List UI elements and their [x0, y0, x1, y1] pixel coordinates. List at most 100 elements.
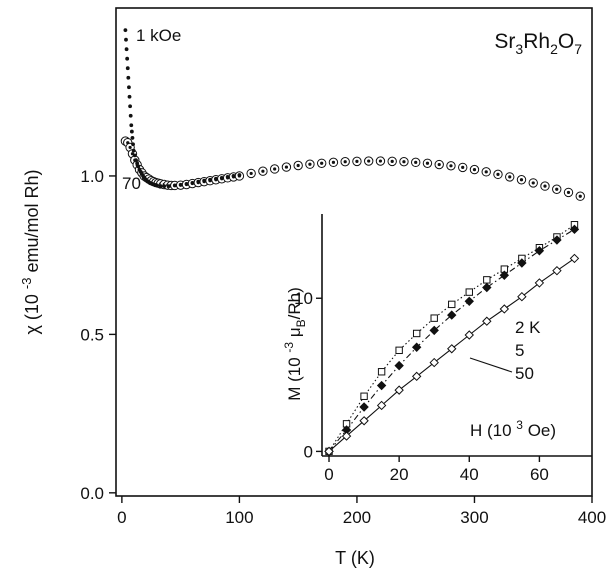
data-point-70-center [284, 165, 289, 169]
inset-x-tick-label: 60 [530, 465, 549, 484]
main-y-tick-label: 1.0 [80, 167, 104, 186]
data-point-1kOe [237, 173, 242, 177]
data-point-70-center [367, 159, 371, 163]
data-point-1kOe [225, 174, 230, 179]
data-point-1kOe [134, 158, 138, 163]
main-plot-frame [115, 7, 593, 497]
data-point-70-center [566, 190, 571, 195]
data-point-70-center [343, 160, 347, 164]
inset-point-2K [377, 368, 386, 376]
inset-legend-pointer [469, 357, 513, 373]
data-point-1kOe [208, 177, 212, 182]
data-point-70-center [249, 171, 253, 176]
data-point-70-center [555, 187, 559, 191]
data-point-1kOe [128, 113, 133, 118]
inset-x-axis-title: H (10 3 Oe) [470, 418, 556, 440]
main-x-axis-title: T (K) [335, 548, 375, 568]
data-point-1kOe [136, 164, 141, 169]
inset-x-tick-label: 40 [460, 465, 479, 484]
inset-point-50 [569, 253, 580, 264]
data-point-1kOe [178, 182, 183, 187]
inset-fit-lines [328, 224, 575, 452]
inset-x-ticks: 0 20 40 60 [324, 456, 549, 484]
inset-point-5 [499, 270, 510, 280]
inset-y-axis-title: M (10 -3 μB/Rh) [282, 287, 308, 401]
inset-point-5 [569, 224, 580, 235]
data-point-1kOe [155, 183, 160, 188]
data-point-70-center [461, 165, 465, 169]
inset-point-2K [412, 329, 421, 338]
inset-point-2K [430, 314, 438, 322]
inset-point-50 [411, 371, 422, 382]
data-point-1kOe [214, 176, 218, 181]
main-y-ticks: 0.0 0.5 1.0 [80, 167, 116, 503]
data-point-70-center [543, 184, 547, 188]
data-point-1kOe [196, 179, 201, 184]
inset-point-5 [411, 342, 422, 352]
inset-y-tick-label: 0 [304, 442, 313, 461]
data-point-70-center [531, 181, 535, 185]
inset-point-5 [359, 402, 369, 412]
inset-point-50 [324, 446, 334, 457]
inset-y-tick-label: 10 [294, 289, 313, 308]
data-point-1kOe [127, 94, 132, 99]
inset-legend-2K: 2 K [515, 318, 541, 337]
data-point-1kOe [135, 161, 140, 166]
main-x-ticks: 0 100 200 300 400 [117, 496, 606, 527]
data-point-70-center [402, 160, 406, 164]
data-point-1kOe [202, 178, 207, 183]
main-x-tick-label: 300 [460, 508, 488, 527]
data-point-1kOe [162, 184, 167, 188]
data-point-70-center [578, 194, 582, 198]
inset-point-50 [482, 316, 492, 326]
data-point-70-center [449, 164, 453, 168]
data-point-1kOe [123, 28, 128, 33]
main-y-axis-title: χ (10 -3 emu/mol Rh) [19, 169, 42, 334]
data-point-1kOe [132, 153, 137, 158]
inset-point-5 [534, 246, 545, 256]
main-x-tick-label: 100 [225, 508, 253, 527]
data-point-70-center [331, 160, 336, 164]
data-point-1kOe [158, 184, 163, 188]
data-point-70-center [390, 159, 394, 163]
inset-point-2K [448, 300, 456, 309]
inset-point-50 [359, 416, 369, 426]
inset-point-50 [499, 304, 510, 314]
main-x-tick-label: 0 [117, 508, 126, 527]
inset-point-5 [376, 380, 387, 391]
inset-plot: 0 20 40 60 0 10 2 K 5 50 H (10 3 Oe) M (10 -… [282, 214, 592, 484]
data-point-70-center [484, 170, 488, 174]
inset-line-5 [328, 228, 575, 452]
data-point-70-center [261, 169, 265, 173]
main-y-tick-label: 0.0 [80, 484, 104, 503]
inset-point-2K [483, 276, 491, 284]
inset-point-50 [517, 292, 527, 302]
data-point-1kOe [231, 174, 236, 178]
inset-point-50 [394, 385, 404, 395]
data-point-70-center [519, 178, 524, 182]
inset-point-50 [376, 400, 387, 411]
inset-y-ticks: 0 10 [294, 289, 322, 461]
data-point-1kOe [125, 56, 130, 61]
data-point-1kOe [166, 184, 171, 188]
data-point-70-center [508, 175, 512, 179]
data-point-70-center [496, 172, 500, 176]
data-point-1kOe [124, 37, 128, 42]
inset-point-2K [465, 288, 473, 296]
inset-legend-50: 50 [515, 364, 534, 383]
annotation-1kOe: 1 kOe [136, 26, 181, 45]
data-point-70-center [296, 163, 300, 168]
inset-data-points [324, 221, 580, 457]
inset-x-tick-label: 0 [324, 465, 333, 484]
inset-point-50 [341, 431, 352, 441]
inset-point-50 [552, 265, 562, 276]
inset-point-5 [552, 235, 562, 245]
inset-point-2K [395, 346, 403, 355]
data-point-70-center [472, 168, 477, 172]
data-point-1kOe [130, 136, 135, 140]
data-point-70-center [273, 167, 277, 171]
data-point-70-center [320, 161, 324, 165]
inset-point-5 [447, 310, 457, 320]
